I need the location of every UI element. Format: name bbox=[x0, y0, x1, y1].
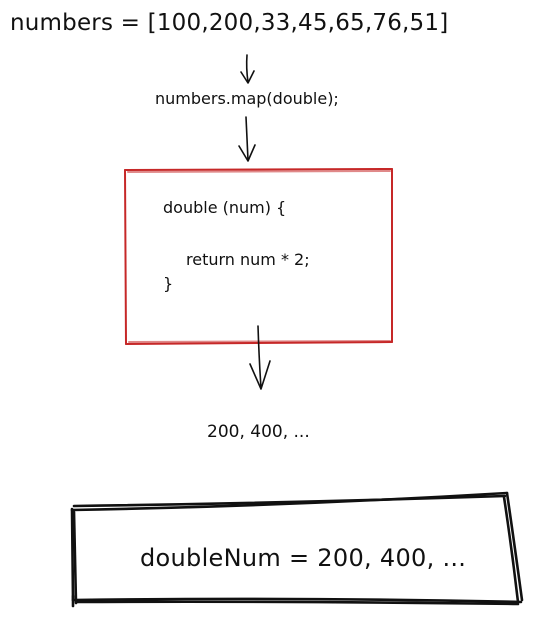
output-values-label: 200, 400, ... bbox=[207, 424, 310, 441]
function-return: return num * 2; bbox=[186, 252, 310, 268]
numbers-array-label: numbers = [100,200,33,45,65,76,51] bbox=[10, 12, 448, 35]
arrow-2 bbox=[239, 117, 255, 161]
function-closing-brace: } bbox=[163, 276, 173, 292]
map-call-label: numbers.map(double); bbox=[155, 91, 339, 107]
result-label: doubleNum = 200, 400, ... bbox=[140, 546, 466, 570]
function-signature: double (num) { bbox=[163, 200, 286, 216]
arrow-1 bbox=[241, 55, 254, 83]
